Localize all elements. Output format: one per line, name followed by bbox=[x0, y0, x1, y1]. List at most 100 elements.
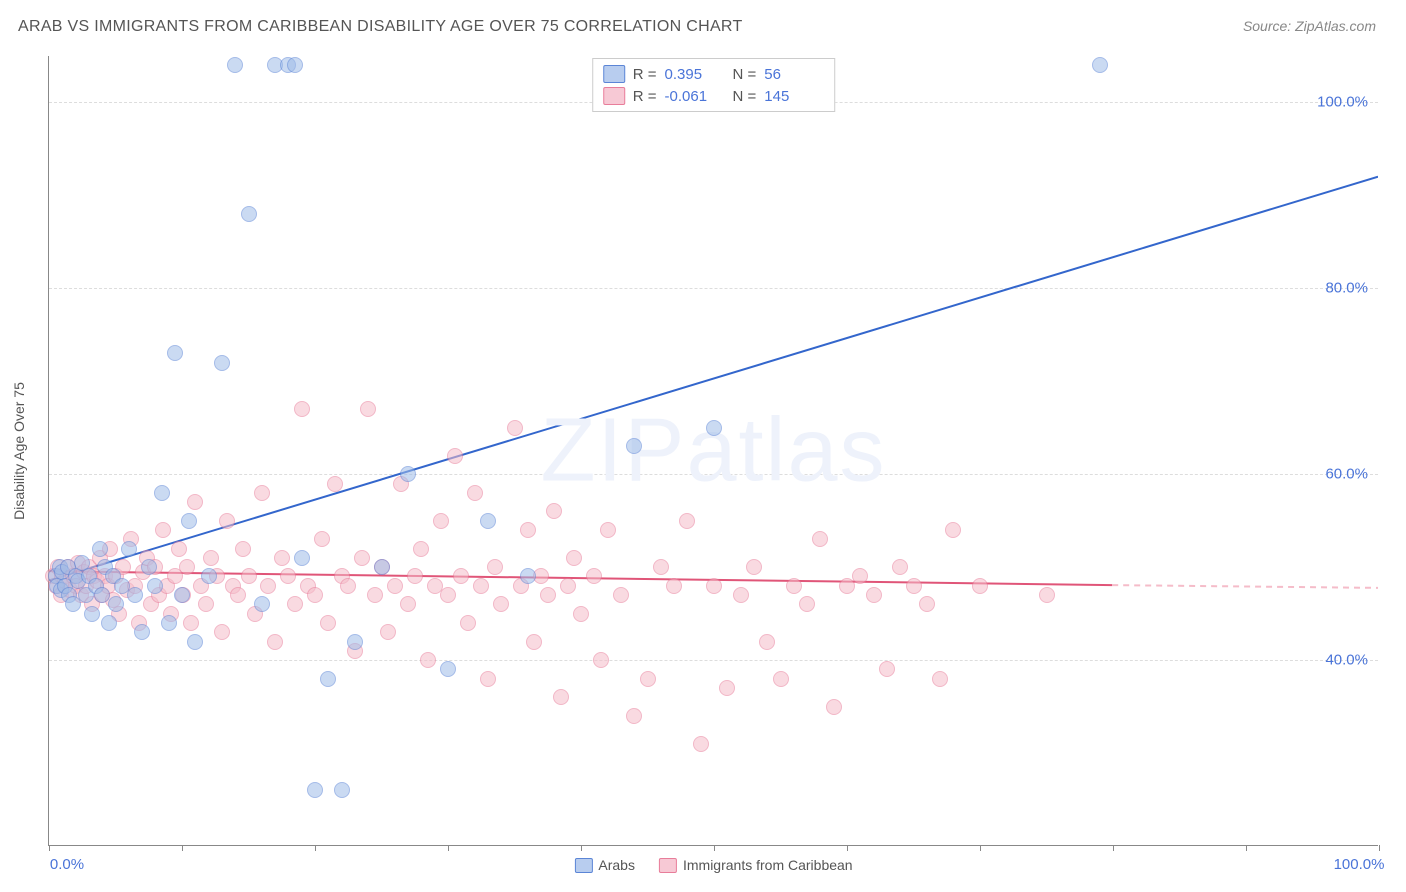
data-point bbox=[267, 634, 283, 650]
data-point bbox=[387, 578, 403, 594]
data-point bbox=[919, 596, 935, 612]
data-point bbox=[546, 503, 562, 519]
x-tick-mark bbox=[1379, 845, 1380, 851]
data-point bbox=[198, 596, 214, 612]
data-point bbox=[540, 587, 556, 603]
data-point bbox=[507, 420, 523, 436]
x-tick-mark bbox=[714, 845, 715, 851]
x-tick-mark bbox=[315, 845, 316, 851]
data-point bbox=[154, 485, 170, 501]
legend-item-arabs: Arabs bbox=[574, 857, 635, 873]
data-point bbox=[480, 513, 496, 529]
x-tick-mark bbox=[448, 845, 449, 851]
data-point bbox=[460, 615, 476, 631]
data-point bbox=[354, 550, 370, 566]
data-point bbox=[906, 578, 922, 594]
data-point bbox=[733, 587, 749, 603]
data-point bbox=[101, 615, 117, 631]
legend-item-caribbean: Immigrants from Caribbean bbox=[659, 857, 853, 873]
data-point bbox=[746, 559, 762, 575]
data-point bbox=[287, 596, 303, 612]
data-point bbox=[179, 559, 195, 575]
data-point bbox=[307, 587, 323, 603]
data-point bbox=[320, 671, 336, 687]
data-point bbox=[280, 568, 296, 584]
data-point bbox=[879, 661, 895, 677]
data-point bbox=[593, 652, 609, 668]
data-point bbox=[945, 522, 961, 538]
data-point bbox=[852, 568, 868, 584]
data-point bbox=[972, 578, 988, 594]
data-point bbox=[334, 782, 350, 798]
data-point bbox=[866, 587, 882, 603]
data-point bbox=[1039, 587, 1055, 603]
data-point bbox=[932, 671, 948, 687]
data-point bbox=[413, 541, 429, 557]
data-point bbox=[693, 736, 709, 752]
data-point bbox=[134, 624, 150, 640]
data-point bbox=[1092, 57, 1108, 73]
data-point bbox=[380, 624, 396, 640]
data-point bbox=[254, 485, 270, 501]
data-point bbox=[314, 531, 330, 547]
data-point bbox=[613, 587, 629, 603]
data-point bbox=[108, 596, 124, 612]
data-point bbox=[161, 615, 177, 631]
data-point bbox=[473, 578, 489, 594]
data-point bbox=[586, 568, 602, 584]
data-point bbox=[626, 708, 642, 724]
data-point bbox=[520, 568, 536, 584]
data-point bbox=[626, 438, 642, 454]
data-point bbox=[294, 401, 310, 417]
x-tick-mark bbox=[1113, 845, 1114, 851]
legend-swatch-pink bbox=[603, 87, 625, 105]
data-point bbox=[812, 531, 828, 547]
data-point bbox=[155, 522, 171, 538]
data-point bbox=[653, 559, 669, 575]
data-point bbox=[480, 671, 496, 687]
data-point bbox=[340, 578, 356, 594]
data-point bbox=[121, 541, 137, 557]
data-point bbox=[201, 568, 217, 584]
data-point bbox=[706, 420, 722, 436]
data-point bbox=[367, 587, 383, 603]
data-point bbox=[219, 513, 235, 529]
data-point bbox=[320, 615, 336, 631]
data-point bbox=[187, 634, 203, 650]
data-point bbox=[360, 401, 376, 417]
legend-row-arabs: R = 0.395 N = 56 bbox=[603, 63, 825, 85]
data-point bbox=[294, 550, 310, 566]
x-tick-label: 100.0% bbox=[1334, 856, 1385, 873]
data-point bbox=[773, 671, 789, 687]
series-legend: Arabs Immigrants from Caribbean bbox=[574, 857, 852, 873]
data-point bbox=[706, 578, 722, 594]
source-attribution: Source: ZipAtlas.com bbox=[1243, 18, 1376, 34]
data-point bbox=[600, 522, 616, 538]
data-point bbox=[287, 57, 303, 73]
data-point bbox=[759, 634, 775, 650]
x-tick-mark bbox=[847, 845, 848, 851]
data-point bbox=[640, 671, 656, 687]
data-point bbox=[260, 578, 276, 594]
data-point bbox=[467, 485, 483, 501]
x-tick-mark bbox=[49, 845, 50, 851]
correlation-legend: R = 0.395 N = 56 R = -0.061 N = 145 bbox=[592, 58, 836, 112]
data-point bbox=[520, 522, 536, 538]
data-point bbox=[187, 494, 203, 510]
data-point bbox=[254, 596, 270, 612]
data-point bbox=[433, 513, 449, 529]
x-tick-mark bbox=[980, 845, 981, 851]
data-point bbox=[487, 559, 503, 575]
data-point bbox=[453, 568, 469, 584]
data-point bbox=[566, 550, 582, 566]
data-point bbox=[235, 541, 251, 557]
data-point bbox=[92, 541, 108, 557]
x-tick-mark bbox=[581, 845, 582, 851]
data-point bbox=[679, 513, 695, 529]
data-point bbox=[141, 559, 157, 575]
data-point bbox=[400, 596, 416, 612]
data-point bbox=[347, 634, 363, 650]
data-point bbox=[440, 661, 456, 677]
data-point bbox=[666, 578, 682, 594]
data-point bbox=[127, 587, 143, 603]
